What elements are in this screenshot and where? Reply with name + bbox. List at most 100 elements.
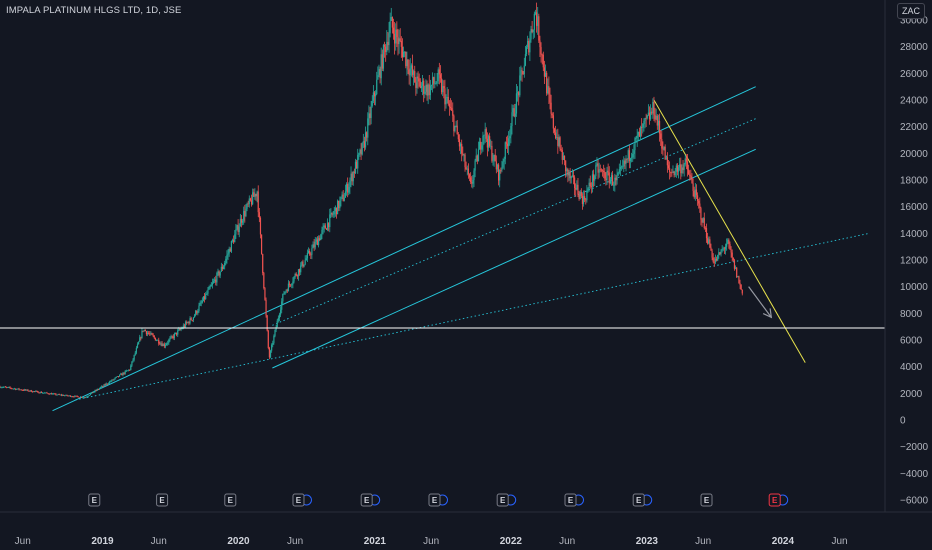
candle[interactable] — [560, 148, 562, 151]
candle[interactable] — [494, 154, 496, 162]
candle[interactable] — [367, 118, 369, 138]
candle[interactable] — [462, 153, 464, 156]
candle[interactable] — [609, 179, 611, 184]
candle[interactable] — [590, 186, 592, 187]
candle[interactable] — [443, 86, 445, 89]
candle[interactable] — [83, 397, 85, 399]
candle[interactable] — [389, 20, 391, 34]
candle[interactable] — [95, 390, 97, 392]
candle[interactable] — [642, 124, 644, 128]
candle[interactable] — [335, 207, 338, 215]
candle[interactable] — [104, 384, 106, 386]
candle[interactable] — [46, 392, 48, 394]
candle[interactable] — [712, 257, 714, 262]
candle[interactable] — [686, 161, 689, 170]
candle[interactable] — [243, 210, 245, 221]
candle[interactable] — [492, 160, 494, 162]
candle[interactable] — [737, 276, 739, 278]
candle[interactable] — [671, 172, 673, 174]
candle[interactable] — [15, 388, 17, 390]
candle[interactable] — [631, 157, 633, 159]
candle[interactable] — [390, 17, 392, 21]
candle[interactable] — [655, 115, 657, 120]
candle[interactable] — [427, 84, 429, 96]
candle[interactable] — [542, 54, 544, 68]
candle[interactable] — [103, 384, 105, 387]
candle[interactable] — [461, 143, 463, 154]
candle[interactable] — [373, 92, 376, 97]
candle[interactable] — [719, 252, 721, 255]
candle[interactable] — [577, 184, 579, 195]
candle[interactable] — [394, 33, 396, 44]
candle[interactable] — [596, 163, 598, 166]
candle[interactable] — [262, 253, 264, 273]
candle[interactable] — [0, 387, 2, 389]
candle[interactable] — [677, 167, 680, 172]
candle[interactable] — [391, 17, 393, 28]
candle[interactable] — [618, 169, 620, 173]
candle[interactable] — [561, 150, 563, 160]
candle[interactable] — [168, 339, 170, 343]
candle[interactable] — [260, 234, 263, 254]
candle[interactable] — [272, 343, 274, 346]
candle[interactable] — [12, 388, 15, 390]
candle[interactable] — [102, 386, 104, 387]
candle[interactable] — [318, 238, 320, 246]
candle[interactable] — [63, 395, 65, 396]
candle[interactable] — [309, 250, 311, 255]
candle[interactable] — [371, 100, 373, 106]
candle[interactable] — [445, 97, 447, 105]
candle[interactable] — [320, 234, 322, 241]
candle[interactable] — [341, 194, 343, 197]
candle[interactable] — [269, 350, 272, 358]
candle[interactable] — [510, 126, 512, 137]
candle[interactable] — [130, 365, 132, 371]
candle[interactable] — [28, 390, 30, 392]
candle[interactable] — [643, 121, 645, 125]
candle[interactable] — [235, 229, 237, 235]
candle[interactable] — [329, 214, 331, 228]
candle[interactable] — [342, 194, 344, 201]
candle[interactable] — [70, 396, 73, 398]
candle[interactable] — [22, 390, 25, 391]
candle[interactable] — [420, 85, 423, 88]
candle[interactable] — [587, 188, 589, 191]
candle[interactable] — [680, 164, 682, 174]
candle[interactable] — [57, 394, 59, 396]
candle[interactable] — [563, 155, 566, 161]
candle[interactable] — [290, 284, 292, 286]
candle[interactable] — [524, 54, 527, 66]
candle[interactable] — [253, 192, 255, 197]
candle[interactable] — [258, 212, 260, 218]
candle[interactable] — [356, 161, 358, 169]
candle[interactable] — [486, 138, 489, 148]
candle[interactable] — [682, 167, 684, 170]
candle[interactable] — [345, 184, 348, 192]
candle[interactable] — [576, 184, 578, 190]
candle[interactable] — [110, 381, 112, 383]
candle[interactable] — [558, 137, 560, 146]
candle[interactable] — [276, 320, 278, 328]
candle[interactable] — [718, 252, 720, 256]
candle[interactable] — [433, 77, 435, 84]
candle[interactable] — [610, 175, 613, 180]
candle[interactable] — [439, 74, 442, 79]
candle[interactable] — [29, 390, 31, 392]
candle[interactable] — [647, 112, 649, 116]
candle[interactable] — [366, 132, 368, 138]
candle[interactable] — [163, 344, 165, 347]
candle[interactable] — [530, 29, 532, 40]
candle[interactable] — [382, 45, 385, 69]
candle[interactable] — [31, 391, 34, 393]
candle[interactable] — [698, 200, 700, 204]
candle[interactable] — [192, 317, 194, 321]
candle[interactable] — [117, 376, 120, 377]
candle[interactable] — [487, 136, 490, 148]
candle[interactable] — [106, 383, 108, 385]
candle[interactable] — [701, 219, 703, 223]
candle[interactable] — [398, 38, 400, 45]
candle[interactable] — [301, 261, 303, 266]
candle[interactable] — [310, 254, 312, 256]
candle[interactable] — [528, 41, 530, 53]
candle[interactable] — [634, 138, 636, 151]
